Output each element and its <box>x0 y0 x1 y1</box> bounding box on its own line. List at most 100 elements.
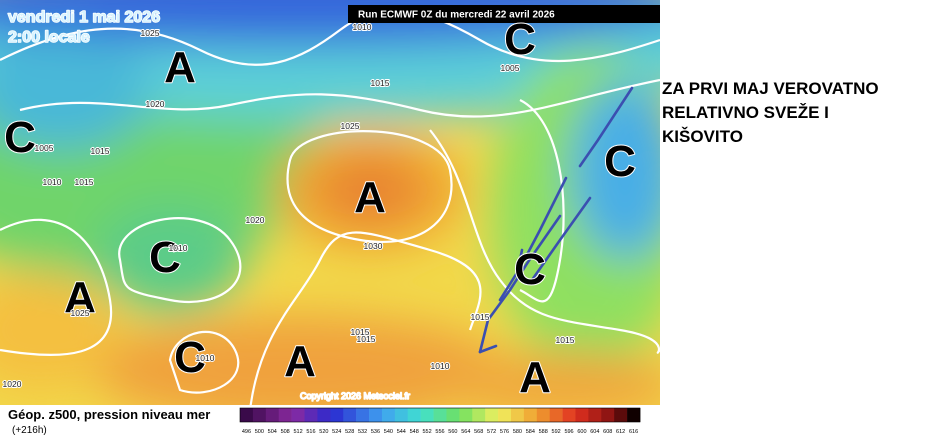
scale-swatch <box>317 408 331 422</box>
scale-label: 600 <box>577 429 586 435</box>
isobar-label: 1005 <box>35 143 54 153</box>
isobar-label: 1020 <box>246 215 265 225</box>
scale-swatch <box>240 408 254 422</box>
pressure-center: C <box>514 245 546 294</box>
scale-label: 496 <box>242 429 251 435</box>
scale-swatch <box>523 408 538 422</box>
run-info: Run ECMWF 0Z du mercredi 22 avril 2026 <box>358 10 555 21</box>
pressure-center: A <box>164 43 196 92</box>
isobar-label: 1010 <box>169 243 188 253</box>
scale-swatch <box>291 408 305 422</box>
scale-label: 608 <box>603 429 612 435</box>
scale-swatch <box>394 408 409 422</box>
scale-frame <box>239 407 641 423</box>
scale-label: 504 <box>268 429 277 435</box>
scale-swatch <box>485 408 499 422</box>
isobar-label: 1015 <box>371 78 390 88</box>
pressure-center: A <box>354 173 386 222</box>
scale-label: 540 <box>384 429 393 435</box>
scale-label: 544 <box>397 429 406 435</box>
isobar-label: 1010 <box>353 22 372 32</box>
scale-label: 532 <box>358 429 367 435</box>
scale-swatch <box>330 408 344 422</box>
scale-swatch <box>420 408 434 422</box>
isobar-label: 1010 <box>43 177 62 187</box>
scale-swatch <box>627 408 641 422</box>
pressure-center: C <box>4 113 36 162</box>
scale-label: 560 <box>448 429 457 435</box>
color-scale: 496 500 504 508 512 516 520 524 528 532 536 540 544 5… <box>239 407 641 435</box>
isobar-label: 1015 <box>357 334 376 344</box>
forecast-time: 2:00 locale <box>8 29 90 46</box>
scale-label: 564 <box>461 429 470 435</box>
scale-swatch <box>381 408 396 422</box>
pressure-center: C <box>504 15 536 64</box>
scale-swatch <box>304 408 318 422</box>
scale-label: 580 <box>513 429 522 435</box>
scale-swatch <box>601 408 615 422</box>
isobar-label: 1015 <box>91 146 110 156</box>
scale-label: 584 <box>526 429 535 435</box>
annotation: ZA PRVI MAJ VEROVATNO RELATIVNO SVEŽE I KI… <box>662 79 879 146</box>
scale-label: 552 <box>423 429 432 435</box>
pressure-center: C <box>149 233 181 282</box>
scale-label: 596 <box>564 429 573 435</box>
isobar-label: 1030 <box>364 241 383 251</box>
scale-swatch <box>369 408 383 422</box>
scale-label: 616 <box>629 429 638 435</box>
scale-label: 524 <box>332 429 341 435</box>
scale-label: 500 <box>255 429 264 435</box>
isobar-label: 1015 <box>471 312 490 322</box>
forecast-date: vendredi 1 mai 2026 <box>8 9 160 26</box>
pressure-center: A <box>519 353 551 402</box>
hand-drawn-lines <box>478 86 634 354</box>
scale-swatch <box>472 408 486 422</box>
scale-swatch <box>265 408 280 422</box>
scale-label: 556 <box>435 429 444 435</box>
scale-swatch <box>614 408 628 422</box>
scale-swatch <box>498 408 512 422</box>
scale-swatch <box>343 408 357 422</box>
pressure-center: A <box>64 273 96 322</box>
scale-swatch <box>356 408 370 422</box>
scale-label: 516 <box>306 429 315 435</box>
scale-swatch <box>446 408 460 422</box>
scale-label: 572 <box>487 429 496 435</box>
map: Run ECMWF 0Z du mercredi 22 avril 2026 v… <box>0 0 660 405</box>
isobar-label: 1020 <box>3 379 22 389</box>
isobar-lines <box>0 9 660 405</box>
scale-label: 612 <box>616 429 625 435</box>
scale-swatch <box>575 408 589 422</box>
pressure-centers: A C C A C C A C C A A <box>3 14 637 403</box>
scale-label: 576 <box>500 429 509 435</box>
annotation-line: KIŠOVITO <box>662 127 743 146</box>
scale-label: 512 <box>293 429 302 435</box>
isobar-label: 1015 <box>351 327 370 337</box>
isobar-label: 1005 <box>501 63 520 73</box>
scale-swatch <box>407 408 421 422</box>
scale-swatch <box>510 408 525 422</box>
scale-label: 536 <box>371 429 380 435</box>
scale-label: 592 <box>552 429 561 435</box>
pressure-center: C <box>174 333 206 382</box>
scale-label: 528 <box>345 429 354 435</box>
scale-swatch <box>459 408 473 422</box>
scale-swatch <box>252 408 267 422</box>
isobar-label: 1025 <box>341 121 360 131</box>
legend-title: Géop. z500, pression niveau mer <box>8 407 210 422</box>
isobar-label: 1025 <box>71 308 90 318</box>
scale-swatch <box>278 408 292 422</box>
scale-swatch <box>562 408 576 422</box>
scale-label: 568 <box>474 429 483 435</box>
isobar-label: 1015 <box>75 177 94 187</box>
scale-label: 508 <box>281 429 290 435</box>
scale-label: 520 <box>319 429 328 435</box>
copyright: Copyright 2026 Meteociel.fr <box>300 391 410 401</box>
annotation-line: ZA PRVI MAJ VEROVATNO <box>662 79 879 98</box>
scale-label: 588 <box>539 429 548 435</box>
pressure-center: A <box>284 337 316 386</box>
scale-swatch <box>588 408 602 422</box>
isobar-label: 1025 <box>141 28 160 38</box>
isobar-label: 1020 <box>146 99 165 109</box>
